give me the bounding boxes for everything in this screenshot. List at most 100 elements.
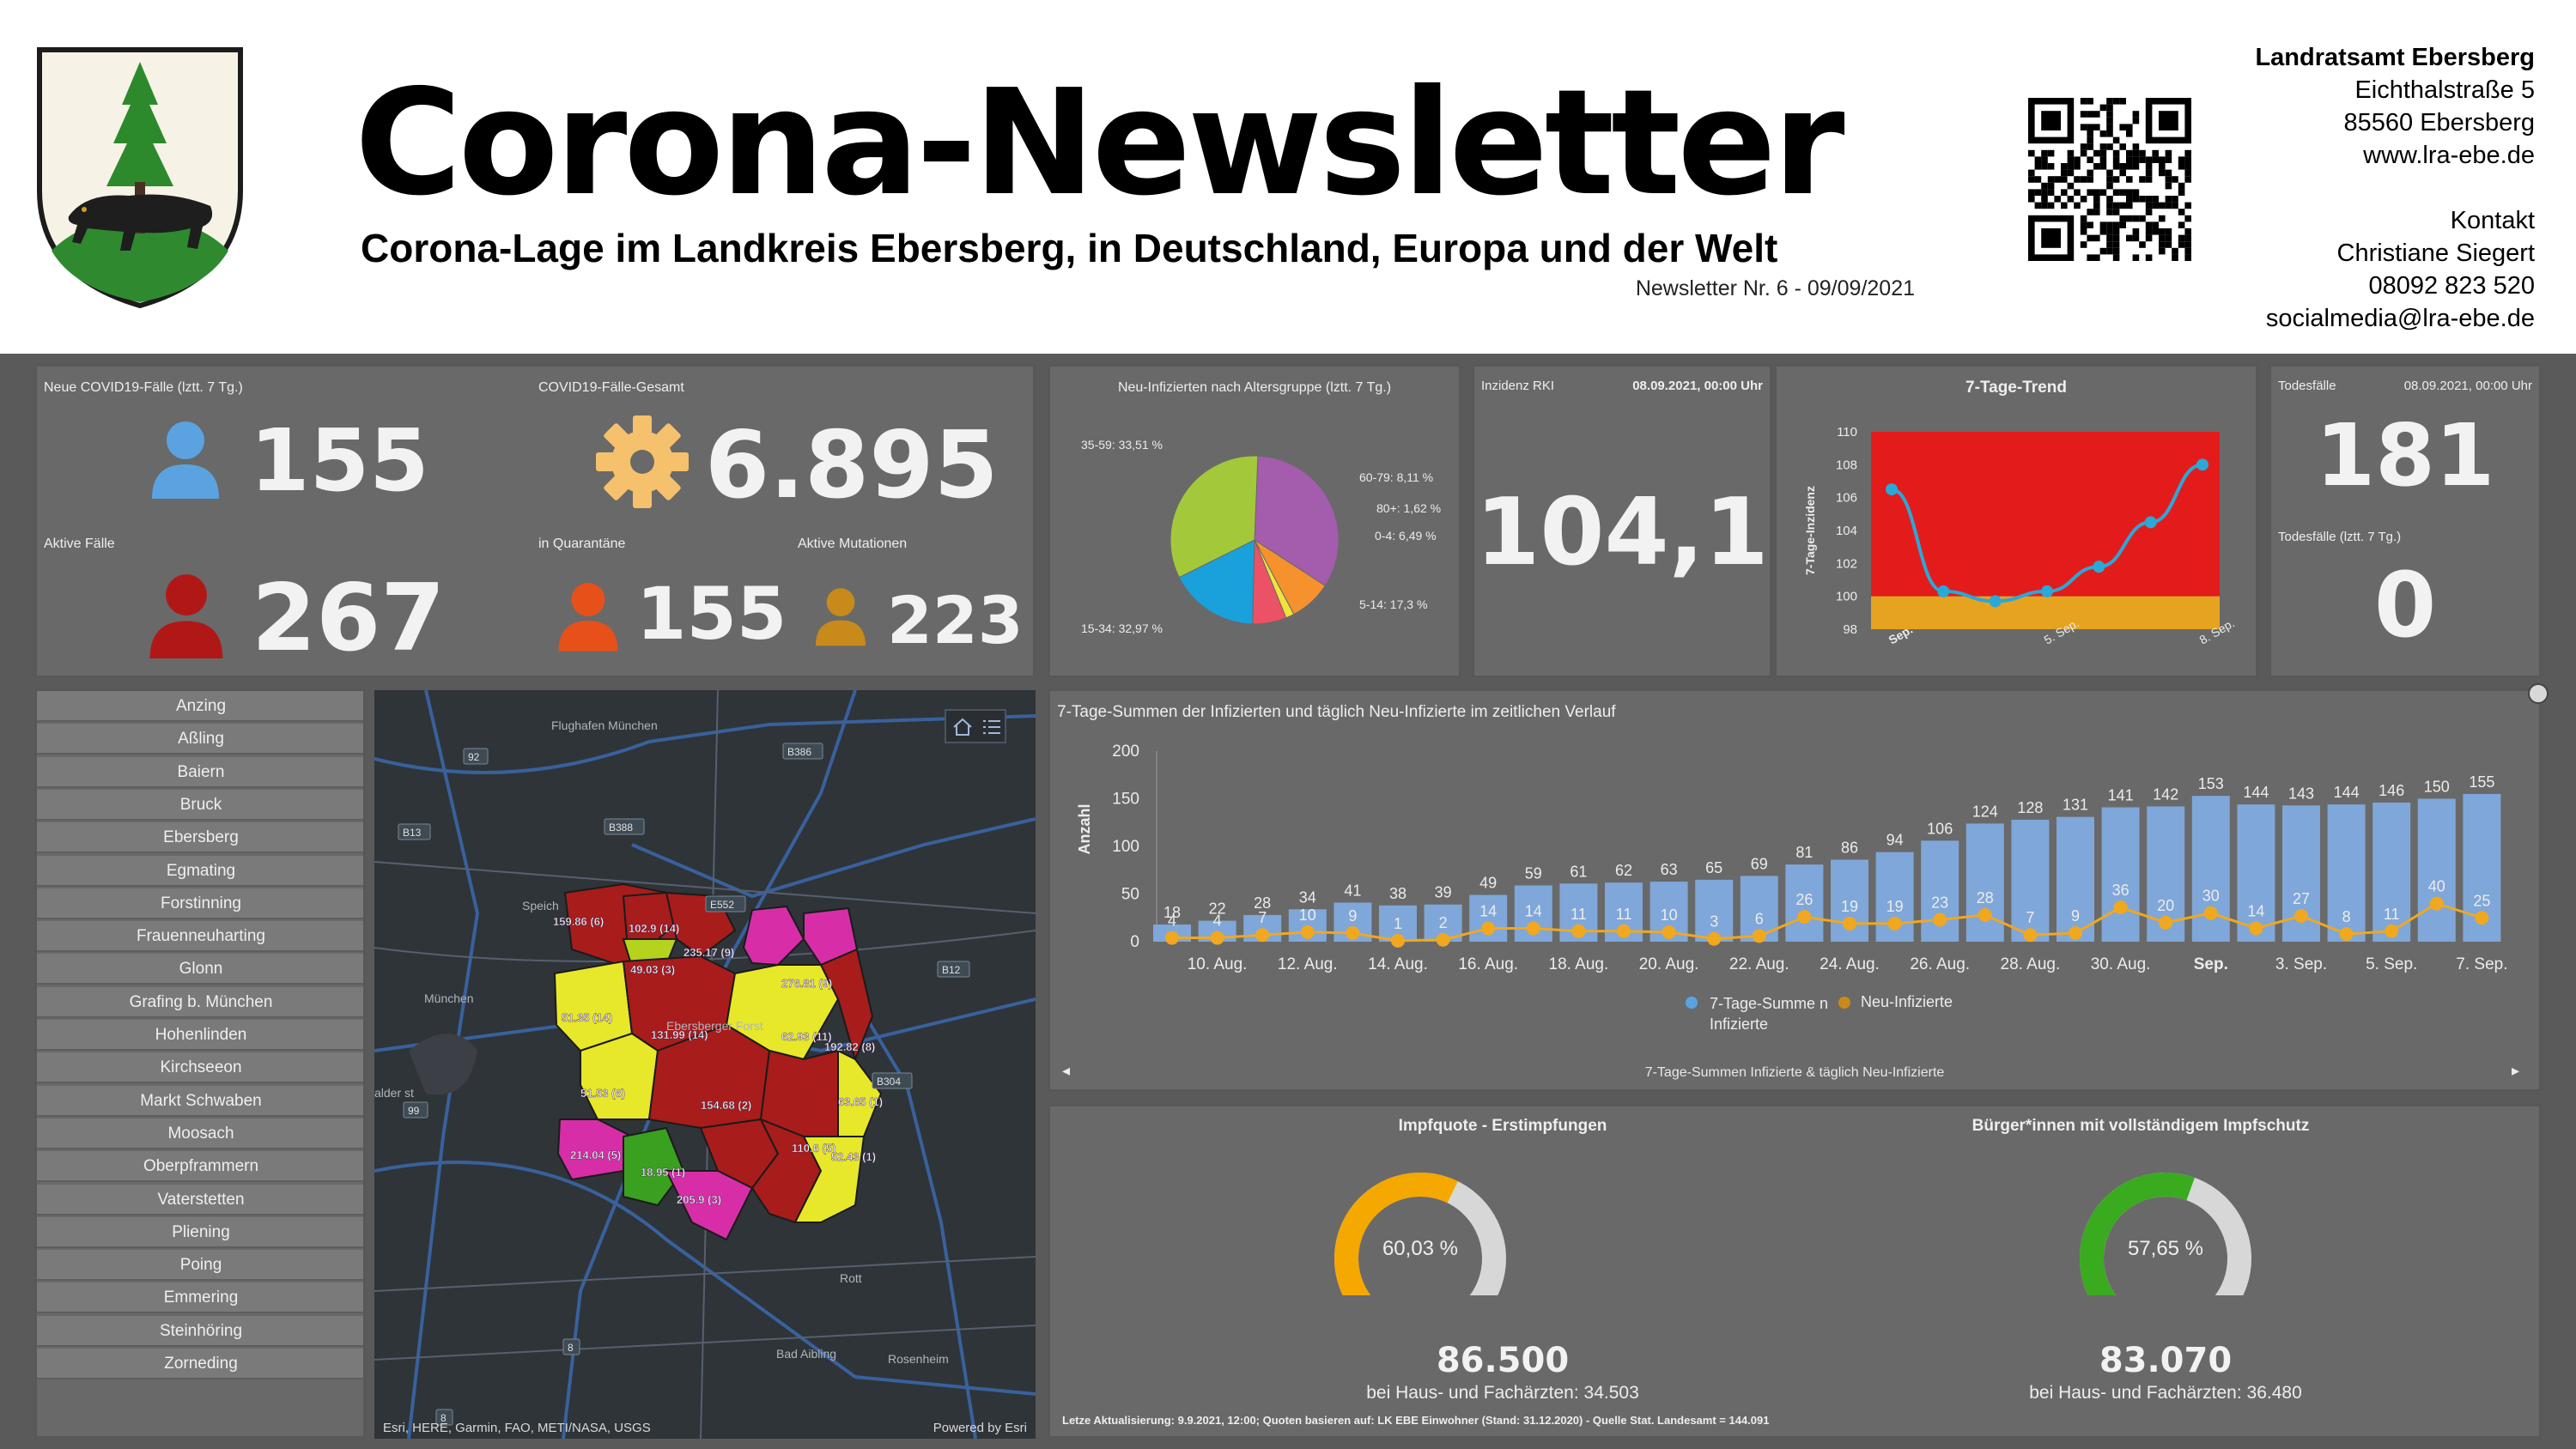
timeline-new-point[interactable] [2475,911,2489,925]
municipality-item[interactable]: Pliening [37,1216,363,1248]
timeline-bar[interactable] [2237,804,2275,942]
map-region-label[interactable]: 49.03 (3) [630,963,675,976]
trend-point[interactable] [1989,595,2002,608]
district-map[interactable]: 159.86 (6) 102.9 (14) 235.17 (9) 49.03 (3) 2… [374,690,1036,1439]
timeline-bar[interactable] [2011,819,2050,942]
timeline-new-point[interactable] [1210,931,1224,945]
timeline-new-point[interactable] [1165,931,1179,945]
map-region-label[interactable]: 205.9 (3) [677,1193,721,1206]
timeline-bar[interactable] [2372,802,2411,942]
municipality-item[interactable]: Aßling [37,724,363,755]
legend-list-icon[interactable] [981,716,1003,738]
municipality-item[interactable]: Glonn [37,954,363,985]
legend-sum-label[interactable]: 7-Tage-Summe n Infizierte [1710,995,1829,1033]
website-link[interactable]: www.lra-ebe.de [2363,142,2535,169]
legend-new-label[interactable]: Neu-Infizierte [1861,993,1953,1010]
pie-slice[interactable] [1178,539,1255,625]
timeline-bar[interactable] [2057,816,2094,942]
timeline-bar[interactable] [2417,798,2456,943]
timeline-new-point[interactable] [1887,916,1902,931]
timeline-scroll-right-arrow[interactable]: ▸ [2512,1062,2520,1079]
timeline-new-point[interactable] [1300,925,1315,939]
municipality-list[interactable]: Anzing Aßling Baiern Bruck Ebersberg Egmating… [34,688,366,1439]
trend-point[interactable] [1937,585,1950,597]
municipality-item[interactable]: Hohenlinden [37,1020,363,1051]
municipality-item[interactable]: Kirchseeon [37,1052,363,1084]
timeline-new-point[interactable] [1752,929,1766,943]
legend-new-marker[interactable] [1838,997,1850,1009]
municipality-item[interactable]: Emmering [37,1282,363,1314]
municipality-item[interactable]: Grafing b. München [37,986,363,1018]
timeline-new-point[interactable] [1391,933,1405,948]
municipality-item[interactable]: Egmating [37,855,363,887]
timeline-new-point[interactable] [2429,896,2444,911]
trend-point[interactable] [2144,516,2157,529]
map-canvas[interactable]: 159.86 (6) 102.9 (14)235.17 (9) 49.03 (3) 2… [374,690,1036,1439]
map-region-label[interactable]: 102.9 (14) [629,922,680,935]
municipality-item[interactable]: Frauenneuharting [37,921,363,953]
timeline-new-point[interactable] [2294,909,2308,924]
map-region-label[interactable]: 214.04 (5) [570,1149,622,1161]
map-region-label[interactable]: 18.95 (1) [641,1166,685,1179]
timeline-new-point[interactable] [2159,915,2173,930]
municipality-item[interactable]: Poing [37,1250,363,1282]
timeline-new-point[interactable] [1481,921,1496,936]
municipality-item[interactable]: Moosach [37,1118,363,1149]
map-attribution[interactable]: Esri, HERE, Garmin, FAO, METI/NASA, USGS [383,1421,651,1435]
map-region-label[interactable]: 276.81 (9) [781,977,833,990]
map-region-label[interactable]: 192.82 (8) [824,1040,876,1053]
timeline-new-point[interactable] [1843,916,1856,931]
timeline-new-point[interactable] [1933,912,1947,927]
map-region-label[interactable]: 52.43 (1) [831,1150,876,1163]
home-icon[interactable] [951,716,974,738]
timeline-new-point[interactable] [2385,924,2399,938]
trend-point[interactable] [2041,585,2053,597]
municipality-item[interactable]: Bruck [37,789,363,821]
timeline-bar[interactable] [1785,864,1824,942]
map-region-label[interactable]: 51.53 (6) [580,1087,625,1100]
municipality-item[interactable]: Anzing [37,691,363,722]
map-region-label[interactable]: 51.35 (14) [562,1011,613,1024]
municipality-item[interactable]: Baiern [37,756,363,788]
timeline-bar[interactable] [2327,804,2366,942]
widget-settings-icon[interactable] [2528,683,2549,704]
municipality-item[interactable]: Ebersberg [37,822,363,854]
timeline-new-point[interactable] [1526,921,1540,936]
pie-slice[interactable] [1170,455,1259,579]
timeline-bar[interactable] [1965,823,2004,942]
trend-point[interactable] [1886,483,1898,496]
trend-point[interactable] [2196,458,2208,471]
map-powered-by[interactable]: Powered by Esri [933,1421,1027,1435]
timeline-new-point[interactable] [1662,925,1676,939]
timeline-new-point[interactable] [1617,924,1631,938]
timeline-scroll-left-arrow[interactable]: ◂ [1062,1062,1071,1079]
timeline-new-point[interactable] [2249,921,2263,936]
contact-email[interactable]: socialmedia@lra-ebe.de [2265,305,2535,332]
timeline-new-point[interactable] [2023,928,2038,943]
timeline-new-point[interactable] [1346,926,1360,941]
municipality-item[interactable]: Oberpframmern [37,1151,363,1183]
municipality-item[interactable]: Zorneding [37,1349,363,1379]
municipality-item[interactable]: Forstinning [37,888,363,919]
map-region-label[interactable]: 110.6 (5) [792,1142,836,1155]
municipality-item[interactable]: Vaterstetten [37,1184,363,1216]
timeline-bar[interactable] [2101,807,2140,942]
timeline-new-point[interactable] [1978,907,1992,922]
timeline-new-point[interactable] [1255,928,1270,943]
timeline-new-point[interactable] [2069,926,2082,941]
map-region-label[interactable]: 235.17 (9) [683,946,735,959]
timeline-new-point[interactable] [2339,927,2354,942]
timeline-new-point[interactable] [1571,924,1586,938]
map-region-label[interactable]: 63.65 (1) [838,1095,883,1108]
legend-sum-marker[interactable] [1686,997,1698,1009]
timeline-new-point[interactable] [1436,932,1450,947]
qr-code[interactable] [2028,98,2191,261]
timeline-bar[interactable] [1695,879,1734,942]
map-region-label[interactable]: 159.86 (6) [553,915,605,928]
municipality-item[interactable]: Markt Schwaben [37,1085,363,1117]
map-region-label[interactable]: 154.68 (2) [701,1099,752,1112]
timeline-new-point[interactable] [2203,906,2218,920]
timeline-new-point[interactable] [1707,931,1722,946]
timeline-new-point[interactable] [1797,910,1812,925]
trend-point[interactable] [2093,561,2105,573]
